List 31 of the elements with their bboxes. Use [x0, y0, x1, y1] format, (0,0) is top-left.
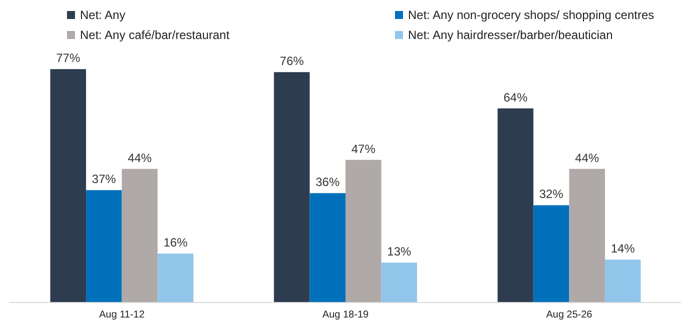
data-label: 47%	[351, 142, 376, 156]
legend-label: Net: Any hairdresser/barber/beautician	[408, 28, 613, 42]
bar	[274, 72, 310, 302]
bar	[86, 190, 122, 302]
bar	[158, 254, 194, 302]
data-label: 14%	[610, 242, 636, 256]
legend-label: Net: Any non-grocery shops/ shopping centres	[408, 8, 654, 22]
bar	[50, 69, 86, 302]
bar	[604, 260, 641, 302]
x-tick-label: Aug 25-26	[546, 310, 593, 320]
data-label: 13%	[387, 244, 412, 259]
bar	[498, 108, 534, 302]
bar	[310, 193, 346, 302]
data-label: 36%	[316, 175, 340, 190]
data-label: 44%	[128, 150, 152, 165]
legend-label: Net: Any café/bar/restaurant	[80, 28, 230, 42]
x-tick-label: Aug 11-12	[99, 310, 145, 320]
bar	[346, 160, 382, 302]
data-label: 44%	[575, 150, 600, 165]
legend-label: Net: Any	[80, 8, 126, 22]
data-label: 37%	[92, 172, 116, 186]
bar	[381, 262, 418, 302]
data-label: 64%	[503, 90, 528, 104]
bar	[122, 168, 158, 302]
bar	[533, 205, 570, 302]
x-tick-label: Aug 18-19	[322, 310, 370, 320]
bar	[569, 168, 605, 302]
data-label: 32%	[539, 187, 564, 202]
data-label: 76%	[280, 54, 304, 68]
data-label: 16%	[164, 236, 188, 250]
data-label: 77%	[56, 51, 80, 66]
